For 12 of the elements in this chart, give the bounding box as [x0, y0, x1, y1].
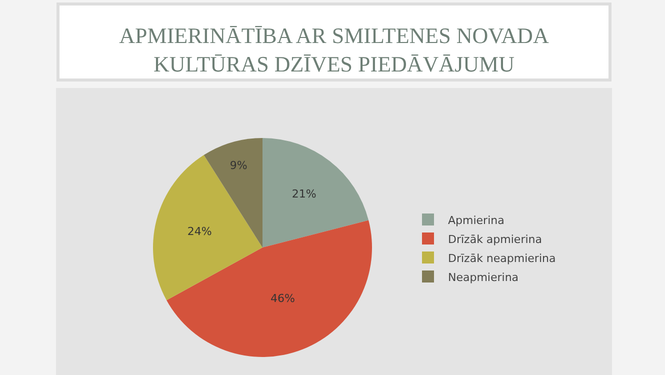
legend-label: Drīzāk neapmierina	[448, 252, 556, 265]
legend-label: Drīzāk apmierina	[448, 232, 542, 246]
legend-label: Neapmierina	[448, 270, 519, 284]
data-label: 24%	[187, 224, 212, 238]
data-label: 9%	[230, 158, 248, 172]
chart-title: APMIERINĀTĪBA AR SMILTENES NOVADA KULTŪRAS DZĪVES PIEDĀVĀJUMU	[119, 23, 549, 77]
pie-slice	[262, 138, 369, 248]
pie-slice	[166, 220, 372, 357]
data-label: 46%	[270, 292, 295, 306]
legend-label: Apmierina	[448, 214, 504, 227]
data-label: 21%	[292, 187, 316, 200]
pie-slice	[153, 155, 262, 300]
